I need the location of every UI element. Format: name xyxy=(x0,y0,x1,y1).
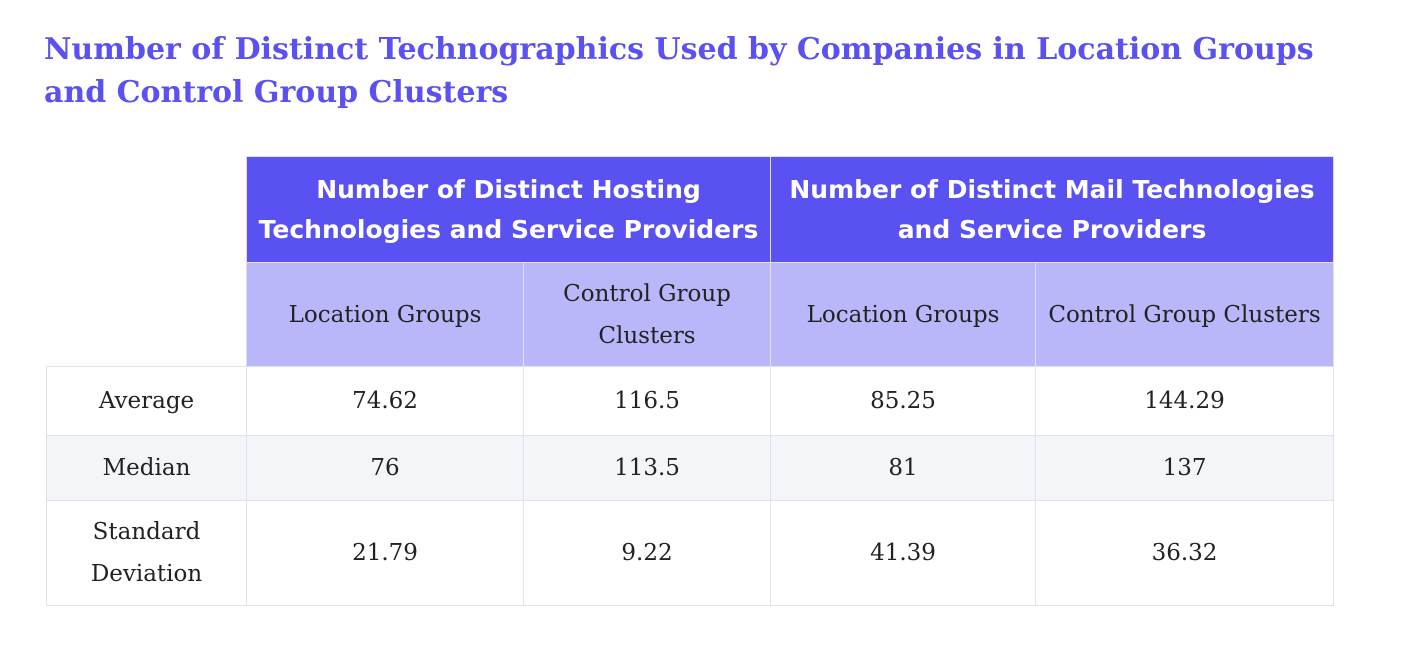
table-row: Median 76 113.5 81 137 xyxy=(46,435,1335,501)
table-cell: 74.62 xyxy=(246,366,524,436)
table-corner xyxy=(46,262,247,367)
column-header: Control Group Clusters xyxy=(1035,262,1335,367)
technographics-table: Number of Distinct Hosting Technologies … xyxy=(46,156,1335,606)
page-title: Number of Distinct Technographics Used b… xyxy=(44,32,1314,110)
table-cell: 36.32 xyxy=(1035,500,1335,606)
column-header: Location Groups xyxy=(770,262,1037,367)
table-cell: 21.79 xyxy=(246,500,524,606)
table-row: Average 74.62 116.5 85.25 144.29 xyxy=(46,366,1335,436)
table-cell: 41.39 xyxy=(770,500,1037,606)
row-label: Average xyxy=(46,366,247,436)
column-header: Control Group Clusters xyxy=(522,262,772,367)
row-label: Standard Deviation xyxy=(46,500,247,606)
table-cell: 76 xyxy=(246,435,524,501)
table-cell: 113.5 xyxy=(522,435,772,501)
table-corner xyxy=(46,156,247,263)
column-group-header: Number of Distinct Hosting Technologies … xyxy=(245,156,772,263)
column-header: Location Groups xyxy=(246,262,524,367)
table-cell: 85.25 xyxy=(770,366,1037,436)
table-row: Standard Deviation 21.79 9.22 41.39 36.3… xyxy=(46,500,1335,606)
table-cell: 81 xyxy=(770,435,1037,501)
table-cell: 137 xyxy=(1035,435,1335,501)
column-group-header: Number of Distinct Mail Technologies and… xyxy=(770,156,1335,263)
table-cell: 144.29 xyxy=(1035,366,1335,436)
row-label: Median xyxy=(46,435,247,501)
table-cell: 116.5 xyxy=(522,366,772,436)
table-cell: 9.22 xyxy=(522,500,772,606)
